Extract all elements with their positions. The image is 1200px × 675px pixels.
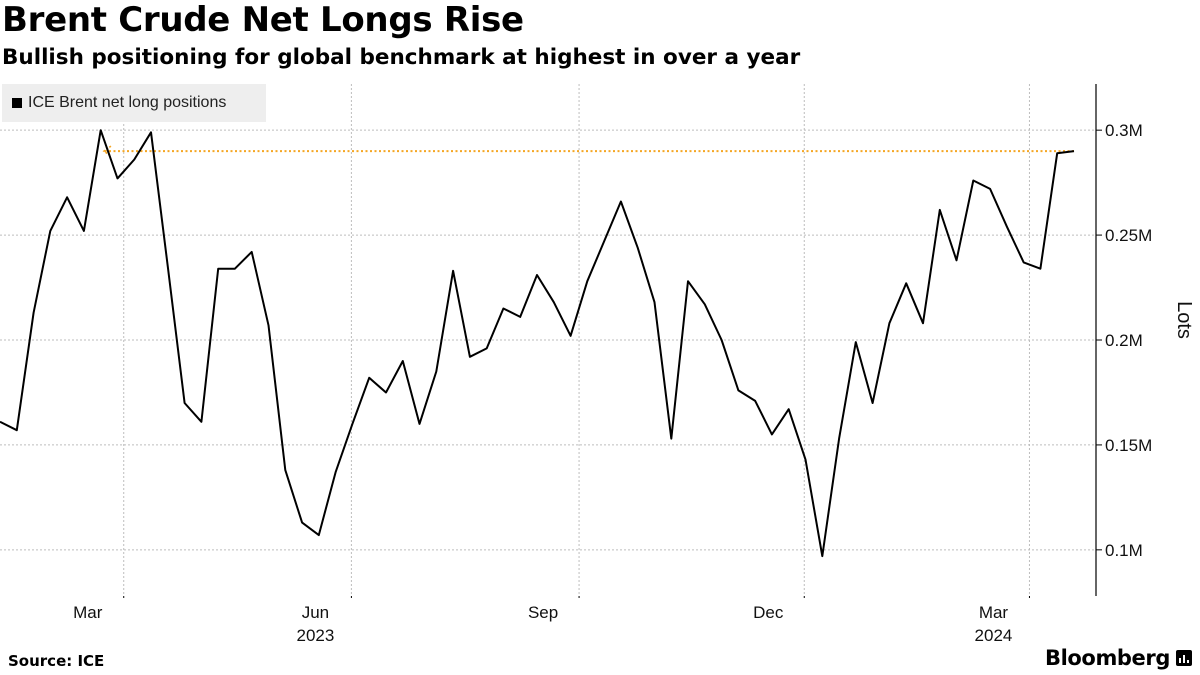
x-tick-label: Mar xyxy=(73,603,103,622)
y-tick-label: 0.1M xyxy=(1105,541,1143,560)
legend-swatch-icon xyxy=(12,98,22,108)
y-axis-title: Lots xyxy=(1173,301,1195,339)
series-line-brent-net-longs xyxy=(0,129,1075,558)
brand-name: Bloomberg xyxy=(1044,646,1170,670)
x-year-label: 2024 xyxy=(975,626,1013,645)
chart-legend: ICE Brent net long positions xyxy=(2,84,266,122)
x-tick-label: Sep xyxy=(528,603,558,622)
y-tick-label: 0.25M xyxy=(1105,226,1152,245)
x-tick-label: Dec xyxy=(753,603,784,622)
y-tick-label: 0.3M xyxy=(1105,121,1143,140)
x-tick-label: Mar xyxy=(979,603,1009,622)
chart-subtitle: Bullish positioning for global benchmark… xyxy=(2,45,801,70)
x-tick-label: Jun xyxy=(302,603,329,622)
y-tick-label: 0.2M xyxy=(1105,331,1143,350)
x-year-label: 2023 xyxy=(296,626,334,645)
legend-label: ICE Brent net long positions xyxy=(28,94,227,111)
chart-title: Brent Crude Net Longs Rise xyxy=(2,0,524,40)
y-tick-label: 0.15M xyxy=(1105,436,1152,455)
source-note: Source: ICE xyxy=(8,652,105,670)
brand-logo: Bloomberg xyxy=(1045,646,1192,670)
bloomberg-terminal-icon xyxy=(1176,650,1192,666)
